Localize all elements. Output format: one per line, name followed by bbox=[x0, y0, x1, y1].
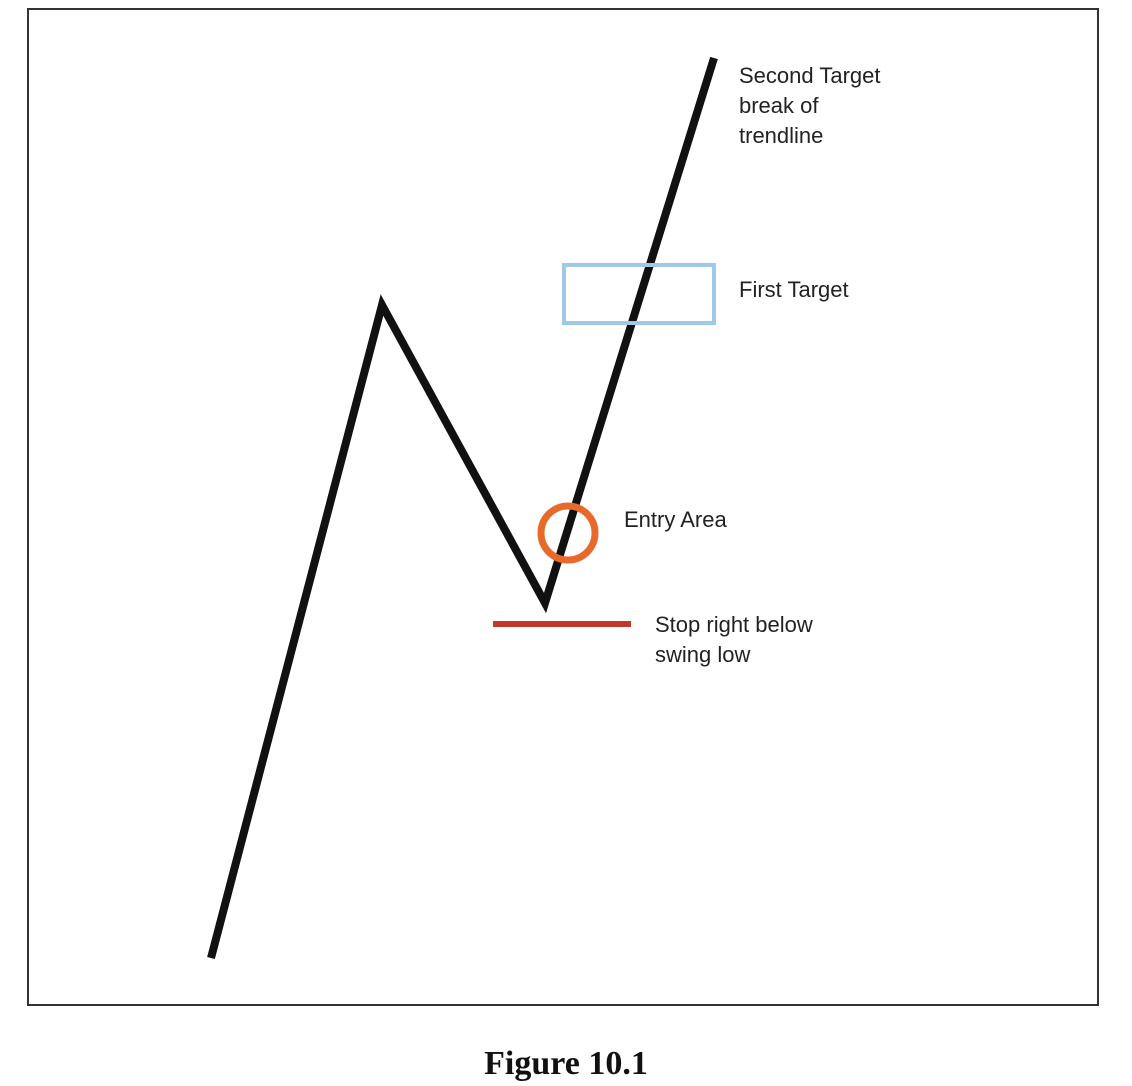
diagram-canvas bbox=[207, 56, 718, 960]
entry-area-label: Entry Area bbox=[624, 505, 727, 535]
second-target-label-line-2: break of bbox=[739, 93, 819, 118]
stop-label: Stop right below swing low bbox=[655, 610, 813, 670]
entry-area-label-text: Entry Area bbox=[624, 507, 727, 532]
stop-label-line-1: Stop right below bbox=[655, 612, 813, 637]
stop-label-line-2: swing low bbox=[655, 642, 751, 667]
first-target-label-text: First Target bbox=[739, 277, 849, 302]
first-target-label: First Target bbox=[739, 275, 849, 305]
second-target-label-line-1: Second Target bbox=[739, 63, 881, 88]
entry-area-circle bbox=[537, 502, 599, 564]
figure-caption: Figure 10.1 bbox=[484, 1045, 648, 1082]
second-target-label: Second Target break of trendline bbox=[739, 61, 880, 151]
second-target-label-line-3: trendline bbox=[739, 123, 824, 148]
price-path-line bbox=[207, 56, 718, 960]
first-target-box bbox=[562, 263, 716, 325]
